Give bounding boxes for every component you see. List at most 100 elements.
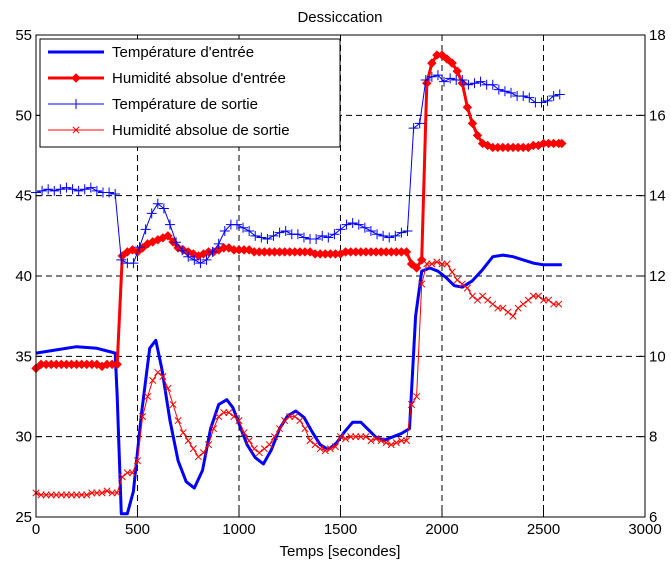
series-4-point [539, 296, 548, 304]
y-right-tick-label: 16 [649, 107, 666, 124]
series-4-point [458, 280, 466, 288]
series-4-point [407, 400, 416, 409]
series-3-point [43, 184, 54, 195]
series-4-point [276, 425, 284, 433]
x-tick-label: 0 [32, 521, 40, 538]
series-4 [32, 258, 563, 499]
series-4-point [67, 491, 76, 499]
series-4-point [286, 413, 294, 421]
y-left-tick-label: 30 [15, 429, 32, 446]
legend-entry: Humidité absolue de sortie [48, 122, 290, 139]
series-4-point [57, 491, 65, 499]
series-4-point [179, 429, 187, 437]
series-4-point [144, 392, 152, 401]
series-3-point [250, 230, 261, 241]
series-3-point [341, 219, 352, 230]
axes-layer: 0 500 1000 1500 2000 2500 3000 25 30 35 40 45 50 55 6 8… [15, 27, 665, 538]
series-2-point [442, 54, 452, 64]
series-3-point [536, 97, 547, 108]
series-3-point [195, 258, 206, 269]
series-layer [31, 50, 567, 516]
y-left-tick-label: 25 [15, 509, 32, 526]
x-tick-label: 3000 [628, 521, 661, 538]
series-3-point [384, 232, 395, 243]
series-4-point [392, 439, 400, 447]
legend-box [39, 38, 341, 148]
y-left-tick-label: 35 [15, 348, 32, 365]
series-4-point [484, 296, 492, 304]
series-3-point [213, 238, 224, 249]
y-left-tick-label: 50 [15, 107, 32, 124]
series-3-point [79, 184, 90, 195]
legend-entry: Température d'entrée [48, 44, 254, 61]
series-2-point [163, 231, 173, 241]
series-3-point [457, 74, 468, 85]
series-4-point [377, 437, 385, 445]
series-3 [31, 70, 565, 269]
series-4-point [108, 489, 116, 497]
y-right-tick-label: 8 [649, 429, 657, 446]
series-4-point [352, 433, 360, 441]
series-3-point [104, 187, 115, 198]
series-3-point [244, 226, 255, 237]
series-4-point [225, 409, 233, 417]
series-3-point [439, 76, 450, 87]
series-4-point [438, 260, 446, 268]
series-3-point [37, 185, 48, 196]
series-4-point [113, 489, 121, 497]
y-right-tick-label: 12 [649, 268, 666, 285]
series-4-point [413, 392, 421, 401]
series-3-point [116, 254, 127, 265]
series-3-point [499, 86, 510, 97]
series-3-point [420, 74, 431, 85]
series-3-point [359, 222, 370, 233]
x-tick-label: 1500 [324, 521, 357, 538]
series-4-point [123, 469, 131, 477]
y-right-tick-label: 14 [649, 188, 666, 205]
series-3-point [49, 185, 60, 196]
x-tick-label: 1000 [222, 521, 255, 538]
series-4-point [149, 376, 157, 384]
series-3-point [280, 226, 291, 237]
series-2-point [452, 66, 462, 76]
series-4-point [73, 491, 81, 499]
series-3-point [426, 71, 437, 82]
series-4-point [311, 441, 319, 449]
series-4-point [321, 447, 329, 455]
series-3-point [402, 226, 413, 237]
series-3-point [256, 232, 267, 243]
series-3-point [311, 234, 322, 245]
series-4-point [245, 437, 253, 445]
series-4-point [169, 400, 177, 409]
series-4-point [397, 437, 405, 445]
legend-label: Température de sortie [112, 96, 258, 113]
series-4-point [199, 449, 208, 457]
series-4-point [362, 433, 370, 441]
series-3-point [335, 224, 346, 235]
series-3-point [493, 84, 504, 95]
series-4-point [255, 449, 263, 457]
series-3-point [390, 230, 401, 241]
series-4-point [342, 435, 350, 443]
series-3-point [463, 79, 474, 90]
series-4-point [42, 491, 50, 499]
series-4-point [326, 445, 334, 453]
series-4-point [184, 437, 192, 445]
series-4-point [331, 443, 339, 451]
series-4-point [164, 384, 172, 393]
series-4-point [260, 445, 268, 453]
y-right-tick-label: 6 [649, 509, 657, 526]
series-4-point [489, 300, 497, 308]
legend-label: Humidité absolue d'entrée [112, 70, 286, 87]
series-4-point [37, 491, 45, 499]
series-2-point [437, 50, 447, 60]
series-3-point [73, 185, 84, 196]
series-4-point [174, 417, 182, 425]
legend-entry: Température de sortie [48, 96, 258, 113]
series-4-point [204, 441, 213, 449]
series-4-point [468, 292, 477, 300]
series-4-point [235, 417, 243, 425]
series-3-point [475, 76, 486, 87]
series-3-point [396, 227, 407, 238]
